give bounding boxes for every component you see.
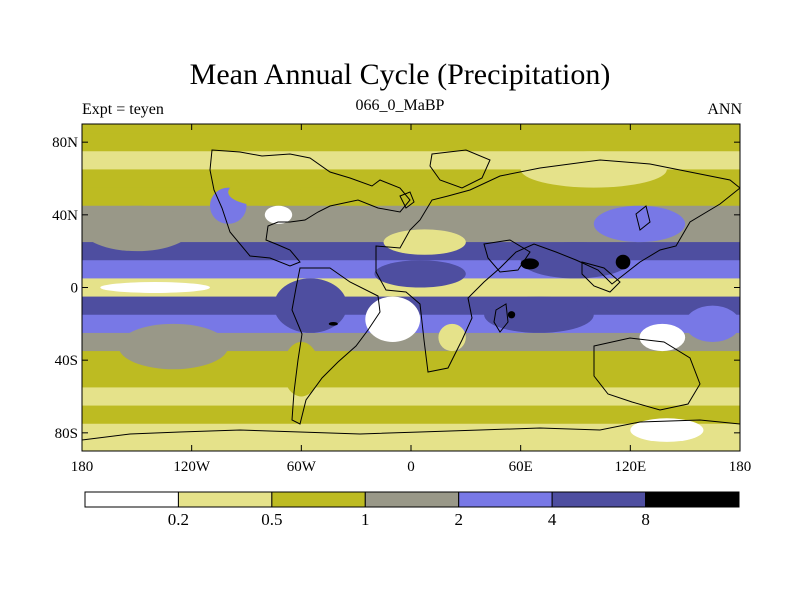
chart-subtitle-center: 066_0_MaBP [355,97,445,114]
precip-region-subtropical-pacific-north [82,205,192,252]
colorbar-label: 2 [454,510,463,529]
precip-region-atlantic-dry-south [365,296,421,342]
coastline-madagascar [493,303,509,333]
precip-region-amazon-wet [273,278,348,333]
precip-band [82,423,740,443]
x-tick-label: 60W [287,459,317,475]
precip-band [82,405,740,425]
colorbar-swatch [177,491,273,508]
coastline-layer [82,149,740,441]
coastline-antarctica [82,419,740,441]
chart-subtitle-right: ANN [707,101,742,118]
precip-band [82,205,740,225]
precip-region-siberia [520,151,667,188]
x-tick-label: 180 [729,459,752,475]
colorbar-label: 0.2 [168,510,189,529]
x-tick-label: 120W [173,459,211,475]
y-tick-label: 40S [55,353,78,369]
colorbar-swatch [645,491,740,508]
coastline-north-america [209,149,411,267]
precip-region-north-america-interior [228,178,302,206]
colorbar-swatch [84,491,179,508]
coastline-japan [635,205,651,231]
x-tick-label: 120E [614,459,646,475]
coastline-greenland [429,149,491,189]
precip-band [82,187,740,207]
precip-region-equatorial-pacific-dry [100,282,210,293]
precip-band [82,332,740,352]
precip-band [82,351,740,370]
y-tick-label: 40N [52,208,78,224]
precip-region-south-asia-core-2 [615,254,631,270]
x-tick-label: 0 [407,459,415,475]
colorbar-swatch [458,491,553,508]
x-tick-label: 60E [509,459,533,475]
colorbar-label: 0.5 [261,510,282,529]
precip-region-south-america-south [283,342,320,397]
x-axis: 180 120W 60W 0 60E 120E 180 [71,124,752,475]
colorbar-swatch [271,491,366,508]
precip-region-north-america-dry [264,205,293,224]
x-tick-label: 180 [71,459,94,475]
precip-region-east-asia [593,205,686,243]
precip-region-indian-ocean-wet [484,296,594,333]
coastline-south-america [291,267,381,425]
precip-region-sahara-dry [383,229,466,255]
coastline-eurasia-africa [375,159,740,373]
coastline-australia [593,337,701,411]
y-tick-label: 80S [55,426,78,442]
y-tick-label: 0 [71,281,79,297]
precip-region-australia-dry [639,323,686,352]
precip-region-indian-ocean-core [507,311,516,319]
colorbar-label: 1 [361,510,370,529]
colorbar-label: 8 [641,510,650,529]
precip-band [82,278,740,298]
colorbar-swatch [364,491,460,508]
precip-region-south-asia-core-1 [520,258,539,270]
chart-title: Mean Annual Cycle (Precipitation) [189,58,611,91]
y-axis: 80N 40N 0 40S 80S [52,135,740,442]
coastline-arabia-india [483,239,531,273]
colorbar-label: 4 [548,510,557,529]
precip-region-amazon-core [328,322,338,326]
precip-region-subtropical-pacific-south [118,323,229,370]
precip-band [82,387,740,407]
precip-band [82,369,740,388]
precip-region-africa-central-wet [374,260,466,288]
precip-region-africa-south [438,323,466,352]
precip-region-antarctica-east [630,418,704,442]
precip-region-south-pacific-wet [685,305,740,343]
colorbar-swatch [551,491,647,508]
coastline-southeast-asia [581,261,621,293]
coastline-uk [399,191,415,209]
chart-subtitle-left: Expt = teyen [82,101,164,118]
precip-band [82,133,740,152]
precip-region-layer [82,151,740,442]
y-tick-label: 80N [52,135,78,151]
colorbar: 0.2 0.5 1 2 4 8 [84,491,740,529]
